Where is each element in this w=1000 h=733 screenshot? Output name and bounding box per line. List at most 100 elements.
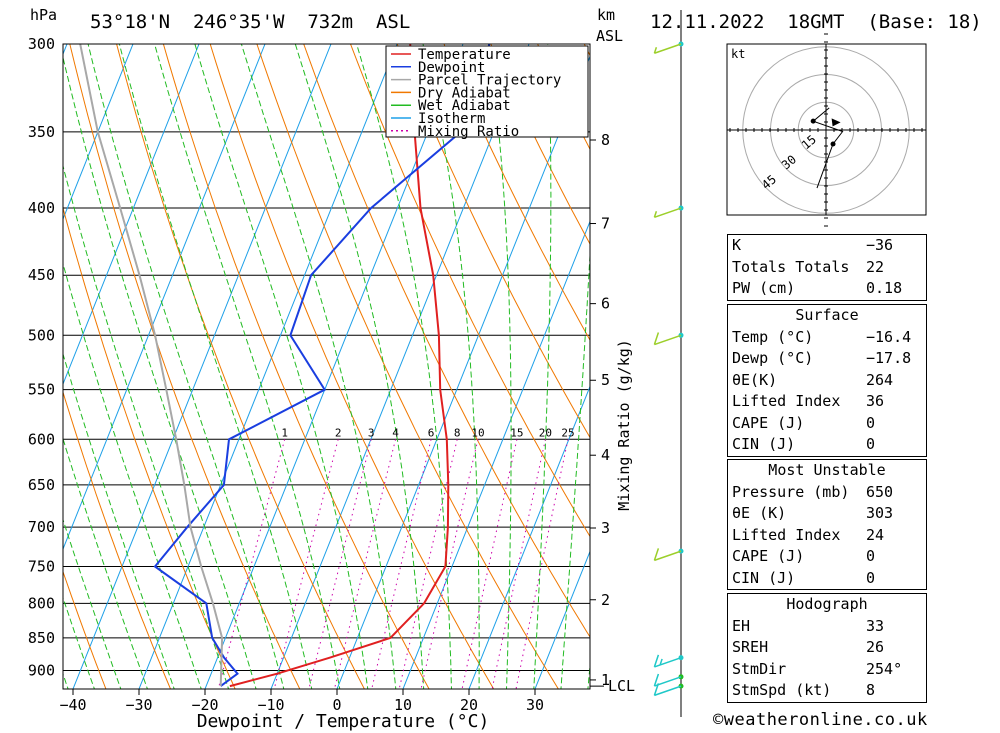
height-unit-km: km <box>597 6 615 24</box>
table-row: SREH 26 <box>732 638 885 656</box>
height-tick-label: 5 <box>601 371 610 389</box>
location-title: 53°18'N 246°35'W 732m ASL <box>90 11 410 33</box>
dry-adiabat-line <box>303 44 590 638</box>
x-tick-label: −10 <box>257 696 284 714</box>
wind-profile <box>653 10 684 717</box>
copyright-icon: © <box>713 710 724 730</box>
mixing-ratio-label: 10 <box>471 426 484 439</box>
wet-adiabat-line <box>422 44 480 689</box>
hodograph-title: Hodograph <box>786 595 868 613</box>
dry-adiabat-line <box>63 206 236 689</box>
isotherm-line <box>138 44 398 689</box>
dewpoint-line <box>153 44 491 687</box>
lcl-label: LCL <box>608 677 635 695</box>
dry-adiabat-line <box>443 44 590 342</box>
wet-adiabat-line <box>63 163 230 689</box>
table-row: StmDir 254° <box>732 659 903 678</box>
height-tick-label: 7 <box>601 215 610 233</box>
wet-adiabat-line <box>63 261 202 689</box>
legend-box <box>385 45 589 138</box>
isotherm-line <box>63 44 134 221</box>
wind-barb-half <box>653 211 658 218</box>
datetime-title: 12.11.2022 18GMT (Base: 18) <box>650 11 982 33</box>
pressure-tick-label: 900 <box>28 662 55 680</box>
pressure-tick-label: 450 <box>28 266 55 284</box>
mixing-ratio-label: 1 <box>281 426 288 439</box>
wet-adiabat-line <box>63 596 95 689</box>
mixing-ratio-line <box>273 439 339 689</box>
wind-barb-half <box>653 47 658 54</box>
dry-adiabat-line <box>116 44 365 689</box>
wind-barb-shaft <box>654 43 682 54</box>
x-tick-label: −40 <box>59 696 86 714</box>
surface-title: Surface <box>795 306 859 324</box>
height-tick-label: 1 <box>601 671 610 689</box>
wet-adiabat-line <box>294 44 425 689</box>
pressure-tick-label: 350 <box>28 123 55 141</box>
mixing-ratio-label: 8 <box>454 426 461 439</box>
height-axis: 1 2 3 4 5 6 7 8 LCL <box>590 131 635 695</box>
isotherm-line <box>72 44 332 689</box>
height-tick-label: 2 <box>601 591 610 609</box>
hodograph-table: Hodograph EH 33 SREH 26 StmDir 254° StmSpd … <box>727 593 927 703</box>
dry-adiabat-line <box>959 44 1000 689</box>
wind-barb-shaft <box>654 676 682 687</box>
wind-barb-shaft <box>654 334 682 346</box>
wind-barb-flag <box>653 654 660 668</box>
wind-barb-shaft <box>654 207 682 219</box>
wet-adiabat-line <box>63 55 257 689</box>
legend-label: Wet Adiabat <box>418 98 511 114</box>
x-tick-label: 10 <box>394 696 412 714</box>
isotherm-line <box>63 44 200 386</box>
height-tick-label: 4 <box>601 446 610 464</box>
wet-adiabat-line <box>63 437 148 689</box>
table-row: Lifted Index 24 <box>732 525 885 544</box>
background-lines <box>63 44 1000 689</box>
legend-label: Dewpoint <box>418 60 485 76</box>
table-row: Temp (°C) −16.4 <box>732 327 912 346</box>
temperature-axis: −40 −30 −20 −10 0 10 20 30 <box>59 689 544 714</box>
isotherm-line <box>63 44 266 551</box>
mixing-ratio-line <box>217 439 286 689</box>
mixing-ratio-label: 3 <box>368 426 375 439</box>
x-tick-label: −20 <box>191 696 218 714</box>
height-tick-label: 3 <box>601 519 610 537</box>
dry-adiabat-line <box>490 44 590 246</box>
most-unstable-table: Most Unstable Pressure (mb) 650 θE (K) 303… <box>727 459 927 590</box>
temperature-line <box>229 44 450 688</box>
legend-label: Dry Adiabat <box>418 85 511 101</box>
mixing-ratio-line <box>491 439 546 689</box>
table-row: StmSpd (kt) 8 <box>732 681 876 699</box>
legend-label: Isotherm <box>418 111 485 127</box>
wind-barb-shaft <box>654 656 682 668</box>
dry-adiabat-line <box>63 390 172 689</box>
height-tick-label: 8 <box>601 131 610 149</box>
wet-adiabat-line <box>87 44 285 689</box>
wet-adiabat-line <box>560 245 590 689</box>
pressure-tick-label: 500 <box>28 326 55 344</box>
height-unit-asl: ASL <box>596 27 623 45</box>
hodograph-unit: kt <box>731 47 745 61</box>
index-row-totals: Totals Totals 22 <box>732 257 885 276</box>
mixing-ratio-line <box>515 439 569 689</box>
x-tick-label: −30 <box>125 696 152 714</box>
dry-adiabat-line <box>350 44 590 538</box>
wind-barb-half <box>659 658 663 666</box>
pressure-tick-label: 750 <box>28 558 55 576</box>
mixing-ratio-label: 15 <box>510 426 523 439</box>
parcel-trajectory-line <box>79 44 224 687</box>
pressure-tick-label: 700 <box>28 518 55 536</box>
legend-label: Mixing Ratio <box>418 124 519 140</box>
sounding-profiles <box>79 44 491 688</box>
pressure-tick-label: 550 <box>28 381 55 399</box>
credit-link[interactable]: ©weatheronline.co.uk <box>713 710 928 730</box>
wet-adiabat-line <box>487 44 512 689</box>
pressure-tick-label: 800 <box>28 594 55 612</box>
wind-barb-flag <box>653 332 660 345</box>
isotherm-line <box>468 385 590 689</box>
isotherm-line <box>534 550 590 689</box>
index-row-k: K −36 <box>732 236 894 254</box>
general-indices-table: K −36 Totals Totals 22 PW (cm) 0.18 <box>727 234 927 301</box>
